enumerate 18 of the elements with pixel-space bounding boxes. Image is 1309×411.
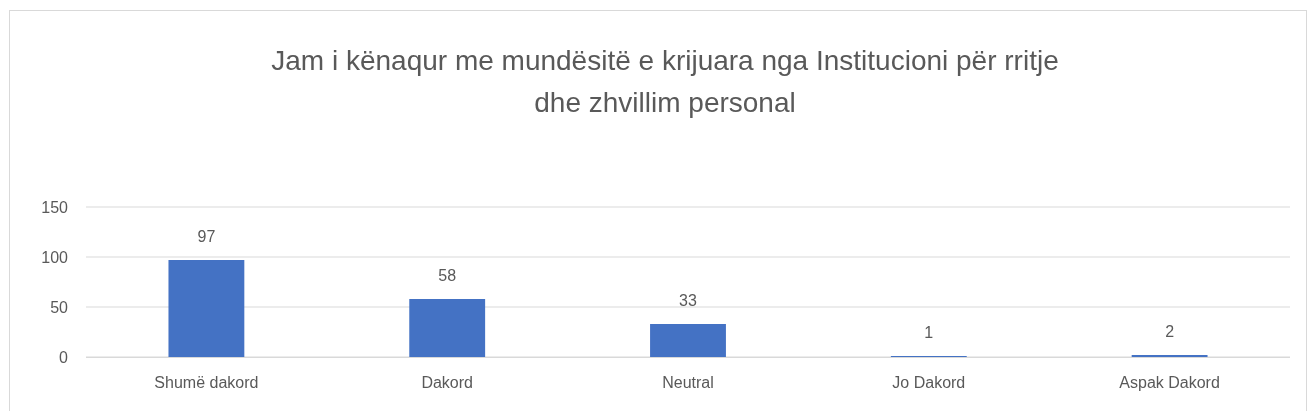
x-tick-label: Neutral [662,374,714,392]
x-tick-label: Aspak Dakord [1119,374,1220,392]
x-tick-label: Jo Dakord [892,374,966,392]
y-tick-label: 50 [50,298,69,316]
bar [650,324,726,357]
bar [409,299,486,357]
data-label: 33 [679,292,697,309]
data-label: 97 [197,228,216,245]
y-tick-label: 100 [41,248,69,266]
bar [168,260,245,357]
chart-title: Jam i kënaqur me mundësitë e krijuara nga Institucioni për rritje dhe zhvillim personal [271,45,1059,118]
x-tick-label: Dakord [421,374,473,392]
data-label: 1 [924,324,934,341]
y-tick-label: 0 [59,348,69,366]
x-tick-label: Shumë dakord [154,374,259,392]
data-label: 58 [438,267,457,284]
y-tick-label: 150 [41,198,69,216]
data-label: 2 [1165,323,1175,340]
